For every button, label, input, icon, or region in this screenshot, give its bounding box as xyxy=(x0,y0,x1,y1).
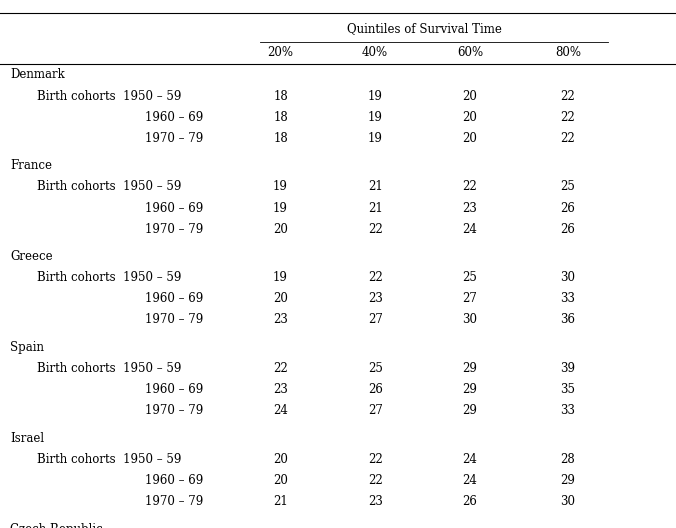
Text: 20: 20 xyxy=(273,293,288,305)
Text: 23: 23 xyxy=(368,293,383,305)
Text: 26: 26 xyxy=(368,383,383,396)
Text: 24: 24 xyxy=(273,404,288,417)
Text: 23: 23 xyxy=(273,314,288,326)
Text: 1970 – 79: 1970 – 79 xyxy=(145,223,203,235)
Text: Birth cohorts  1950 – 59: Birth cohorts 1950 – 59 xyxy=(37,362,182,375)
Text: 33: 33 xyxy=(560,404,575,417)
Text: 25: 25 xyxy=(462,271,477,284)
Text: 35: 35 xyxy=(560,383,575,396)
Text: 30: 30 xyxy=(560,271,575,284)
Text: 20: 20 xyxy=(462,132,477,145)
Text: 27: 27 xyxy=(462,293,477,305)
Text: 22: 22 xyxy=(368,223,383,235)
Text: 22: 22 xyxy=(560,132,575,145)
Text: Quintiles of Survival Time: Quintiles of Survival Time xyxy=(347,23,502,35)
Text: 40%: 40% xyxy=(362,46,388,59)
Text: 22: 22 xyxy=(462,181,477,193)
Text: 21: 21 xyxy=(368,181,383,193)
Text: 19: 19 xyxy=(368,132,383,145)
Text: 25: 25 xyxy=(560,181,575,193)
Text: 36: 36 xyxy=(560,314,575,326)
Text: Israel: Israel xyxy=(10,432,44,445)
Text: 30: 30 xyxy=(462,314,477,326)
Text: 29: 29 xyxy=(462,383,477,396)
Text: 27: 27 xyxy=(368,404,383,417)
Text: Birth cohorts  1950 – 59: Birth cohorts 1950 – 59 xyxy=(37,271,182,284)
Text: 23: 23 xyxy=(462,202,477,214)
Text: 1960 – 69: 1960 – 69 xyxy=(145,202,203,214)
Text: 1970 – 79: 1970 – 79 xyxy=(145,404,203,417)
Text: 24: 24 xyxy=(462,453,477,466)
Text: 60%: 60% xyxy=(457,46,483,59)
Text: Czech Republic: Czech Republic xyxy=(10,523,103,528)
Text: 1970 – 79: 1970 – 79 xyxy=(145,314,203,326)
Text: 19: 19 xyxy=(273,202,288,214)
Text: Spain: Spain xyxy=(10,341,44,354)
Text: Birth cohorts  1950 – 59: Birth cohorts 1950 – 59 xyxy=(37,90,182,102)
Text: 1970 – 79: 1970 – 79 xyxy=(145,132,203,145)
Text: 20: 20 xyxy=(273,223,288,235)
Text: 20: 20 xyxy=(462,90,477,102)
Text: 19: 19 xyxy=(273,181,288,193)
Text: 18: 18 xyxy=(273,90,288,102)
Text: 22: 22 xyxy=(560,90,575,102)
Text: 18: 18 xyxy=(273,111,288,124)
Text: 20: 20 xyxy=(273,453,288,466)
Text: 19: 19 xyxy=(368,111,383,124)
Text: 19: 19 xyxy=(273,271,288,284)
Text: 1960 – 69: 1960 – 69 xyxy=(145,293,203,305)
Text: 21: 21 xyxy=(368,202,383,214)
Text: 26: 26 xyxy=(462,495,477,508)
Text: 24: 24 xyxy=(462,474,477,487)
Text: 19: 19 xyxy=(368,90,383,102)
Text: 33: 33 xyxy=(560,293,575,305)
Text: 26: 26 xyxy=(560,202,575,214)
Text: 80%: 80% xyxy=(555,46,581,59)
Text: Birth cohorts  1950 – 59: Birth cohorts 1950 – 59 xyxy=(37,181,182,193)
Text: Greece: Greece xyxy=(10,250,53,263)
Text: 24: 24 xyxy=(462,223,477,235)
Text: 29: 29 xyxy=(560,474,575,487)
Text: 22: 22 xyxy=(560,111,575,124)
Text: 29: 29 xyxy=(462,404,477,417)
Text: 1960 – 69: 1960 – 69 xyxy=(145,111,203,124)
Text: 22: 22 xyxy=(368,271,383,284)
Text: Birth cohorts  1950 – 59: Birth cohorts 1950 – 59 xyxy=(37,453,182,466)
Text: 20: 20 xyxy=(462,111,477,124)
Text: 1960 – 69: 1960 – 69 xyxy=(145,383,203,396)
Text: 22: 22 xyxy=(273,362,288,375)
Text: 39: 39 xyxy=(560,362,575,375)
Text: 30: 30 xyxy=(560,495,575,508)
Text: 1970 – 79: 1970 – 79 xyxy=(145,495,203,508)
Text: 27: 27 xyxy=(368,314,383,326)
Text: Denmark: Denmark xyxy=(10,69,65,81)
Text: 22: 22 xyxy=(368,453,383,466)
Text: 23: 23 xyxy=(368,495,383,508)
Text: 22: 22 xyxy=(368,474,383,487)
Text: 1960 – 69: 1960 – 69 xyxy=(145,474,203,487)
Text: France: France xyxy=(10,159,52,172)
Text: 25: 25 xyxy=(368,362,383,375)
Text: 26: 26 xyxy=(560,223,575,235)
Text: 23: 23 xyxy=(273,383,288,396)
Text: 28: 28 xyxy=(560,453,575,466)
Text: 20: 20 xyxy=(273,474,288,487)
Text: 29: 29 xyxy=(462,362,477,375)
Text: 18: 18 xyxy=(273,132,288,145)
Text: 21: 21 xyxy=(273,495,288,508)
Text: 20%: 20% xyxy=(268,46,293,59)
